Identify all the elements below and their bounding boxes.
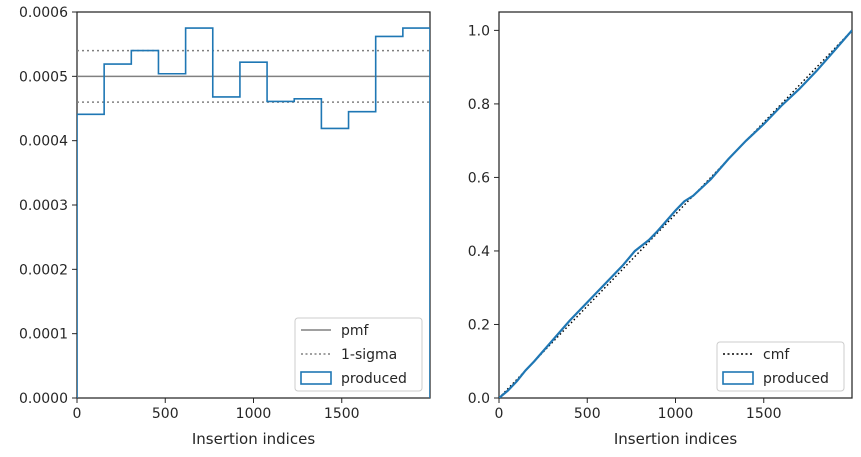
right-chart-cmf: 0 500 1000 1500 0.0 0.2 0.4 0.6 0.8 1.0 Insertion … <box>468 11 853 448</box>
x-tick-label: 1500 <box>324 406 360 422</box>
produced-series-line <box>499 29 852 398</box>
x-tick-label: 0 <box>495 406 504 422</box>
x-axis-label: Insertion indices <box>192 430 315 448</box>
y-tick-label: 0.0006 <box>19 5 68 21</box>
x-tick-label: 500 <box>574 406 601 422</box>
y-tick-label: 0.0002 <box>19 262 68 278</box>
left-chart-pmf: 0 500 1000 1500 0.0000 0.0001 0.0002 0.0003 0.00… <box>19 5 431 448</box>
y-tick-label: 0.4 <box>468 244 490 260</box>
produced-step-series <box>77 27 430 398</box>
y-tick-label: 1.0 <box>468 23 490 39</box>
x-tick-label: 0 <box>73 406 82 422</box>
legend: cmf produced <box>716 341 845 392</box>
x-tick-label: 1000 <box>658 406 694 422</box>
y-tick-label: 0.6 <box>468 170 490 186</box>
y-tick-label: 0.8 <box>468 97 490 113</box>
y-tick-label: 0.2 <box>468 317 490 333</box>
y-tick-label: 0.0 <box>468 391 490 407</box>
x-axis-label: Insertion indices <box>614 430 737 448</box>
legend-label: produced <box>341 371 407 387</box>
x-tick-label: 1500 <box>746 406 782 422</box>
legend-patch <box>722 371 754 385</box>
x-tick-label: 500 <box>152 406 179 422</box>
legend-label: pmf <box>341 323 370 339</box>
legend-box <box>716 341 845 392</box>
y-tick-label: 0.0005 <box>19 69 68 85</box>
plot-area <box>499 29 852 398</box>
cmf-series-line <box>499 29 852 398</box>
legend-patch <box>300 371 332 385</box>
y-tick-label: 0.0003 <box>19 198 68 214</box>
legend-label: 1-sigma <box>341 347 397 363</box>
legend-label: produced <box>763 371 829 387</box>
legend-label: cmf <box>763 347 790 363</box>
plot-area <box>77 27 430 398</box>
x-tick-label: 1000 <box>236 406 272 422</box>
y-tick-label: 0.0001 <box>19 327 68 343</box>
y-tick-label: 0.0004 <box>19 134 68 150</box>
legend: pmf 1-sigma produced <box>294 317 423 392</box>
y-tick-label: 0.0000 <box>19 391 68 407</box>
